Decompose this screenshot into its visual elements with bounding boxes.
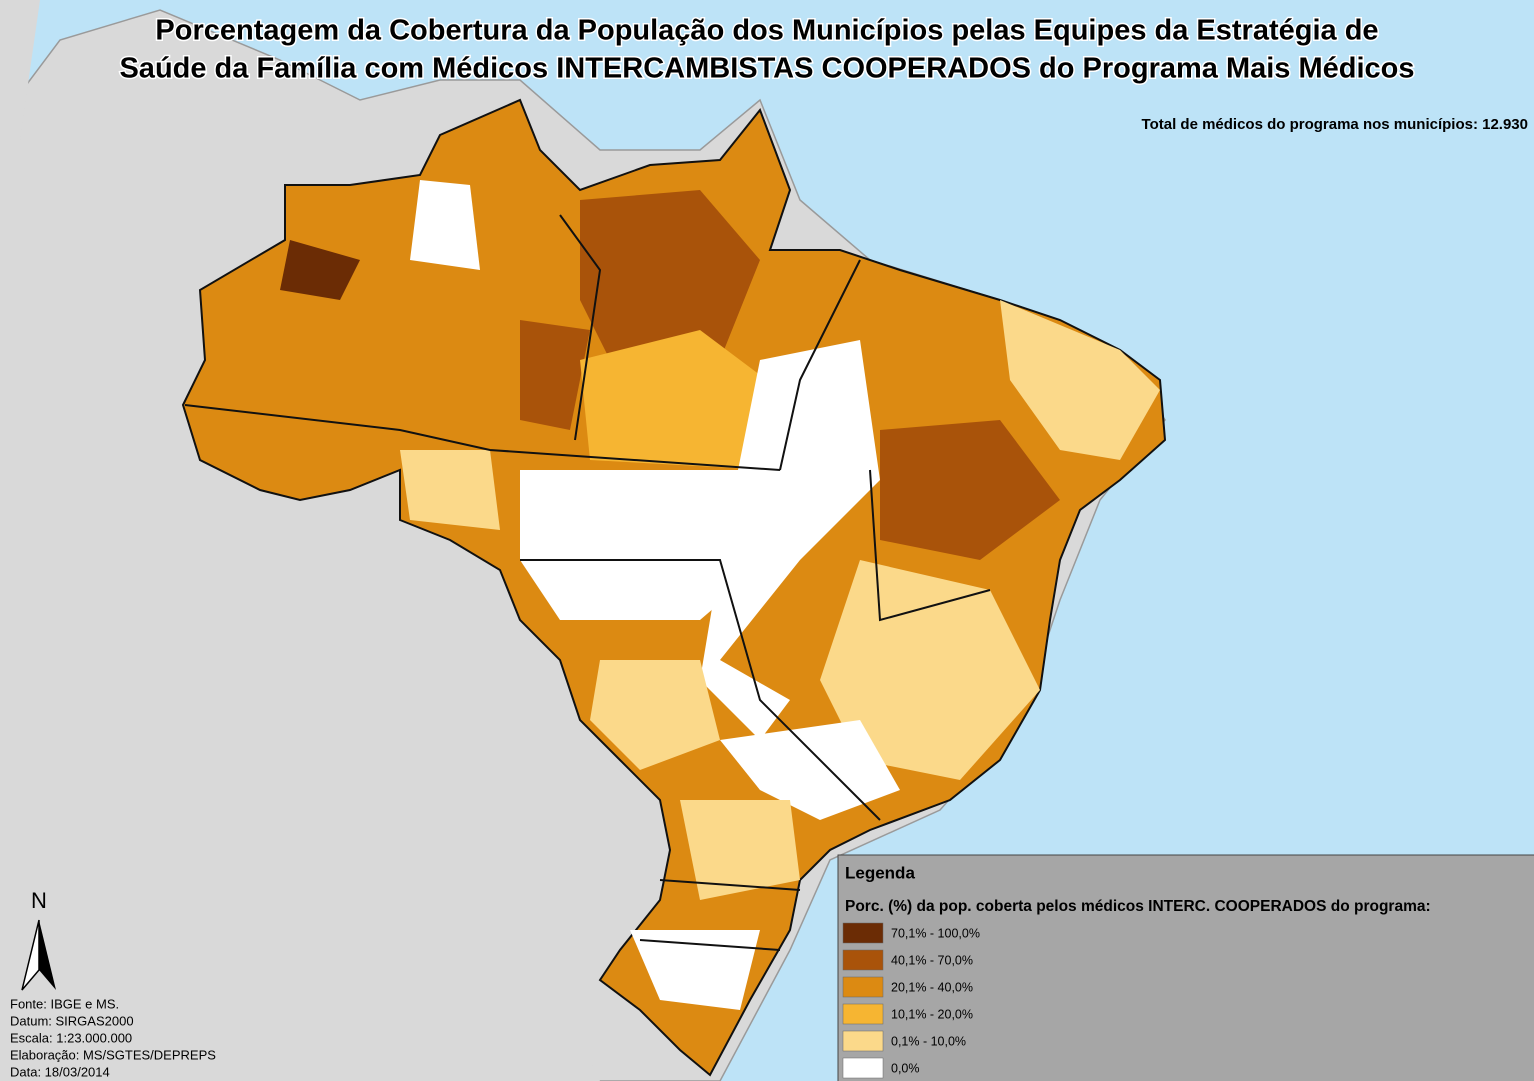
legend-swatch	[843, 1058, 883, 1078]
patch	[410, 180, 480, 270]
page: Porcentagem da Cobertura da População do…	[0, 0, 1534, 1081]
credit-line: Escala: 1:23.000.000	[10, 1030, 132, 1045]
title-line: Porcentagem da Cobertura da População do…	[155, 15, 1378, 47]
legend-swatch	[843, 1031, 883, 1051]
legend-label: 10,1% - 20,0%	[891, 1007, 973, 1021]
credit-line: Data: 18/03/2014	[10, 1064, 110, 1079]
credit-line: Elaboração: MS/SGTES/DEPREPS	[10, 1047, 216, 1062]
legend-swatch	[843, 950, 883, 970]
legend-label: 40,1% - 70,0%	[891, 953, 973, 967]
legend-label: 20,1% - 40,0%	[891, 980, 973, 994]
legend-label: 0,1% - 10,0%	[891, 1034, 966, 1048]
legend-label: 0,0%	[891, 1061, 920, 1075]
legend-label: 70,1% - 100,0%	[891, 926, 980, 940]
legend-swatch	[843, 1004, 883, 1024]
total-label: Total de médicos do programa nos municíp…	[1142, 116, 1528, 133]
legend-subtitle: Porc. (%) da pop. coberta pelos médicos …	[845, 898, 1431, 915]
legend-swatch	[843, 977, 883, 997]
map: Porcentagem da Cobertura da População do…	[0, 0, 1534, 1081]
north-label: N	[31, 888, 47, 913]
legend-swatch	[843, 923, 883, 943]
legend-title: Legenda	[845, 863, 915, 882]
credit-line: Fonte: IBGE e MS.	[10, 996, 119, 1011]
credit-line: Datum: SIRGAS2000	[10, 1013, 134, 1028]
patch	[400, 450, 500, 530]
title-line: Saúde da Família com Médicos INTERCAMBIS…	[119, 53, 1414, 85]
